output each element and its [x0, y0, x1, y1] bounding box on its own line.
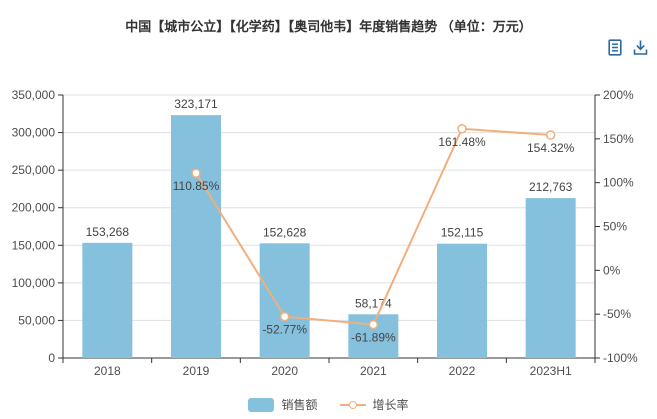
line-swatch-marker-icon	[348, 400, 357, 409]
growth-line-marker[interactable]	[368, 319, 379, 330]
legend-item-sales[interactable]: 销售额	[248, 396, 318, 413]
growth-line-marker[interactable]	[279, 311, 290, 322]
right-axis-tick-label: 200%	[603, 88, 634, 102]
toolbox	[607, 38, 649, 57]
bar-value-label: 323,171	[174, 97, 218, 111]
left-axis-tick-label: 100,000	[12, 276, 56, 290]
x-axis-category-label: 2018	[94, 364, 121, 378]
sales-bar[interactable]	[259, 243, 310, 358]
x-axis-category-label: 2021	[360, 364, 387, 378]
line-value-label: 110.85%	[173, 179, 220, 193]
bar-value-label: 212,763	[529, 180, 573, 194]
data-view-icon[interactable]	[607, 38, 623, 57]
bar-value-label: 58,174	[355, 296, 392, 310]
x-axis-category-label: 2023H1	[530, 364, 572, 378]
growth-line-marker[interactable]	[191, 168, 201, 178]
line-value-label: 161.48%	[438, 135, 486, 149]
right-axis-tick-label: 50%	[603, 220, 627, 234]
legend-label-growth: 增长率	[372, 398, 409, 412]
growth-line[interactable]	[195, 127, 551, 326]
growth-line-marker[interactable]	[457, 124, 467, 134]
x-axis-category-label: 2019	[183, 364, 210, 378]
left-axis-tick-label: 50,000	[18, 313, 55, 327]
left-axis-tick-label: 0	[48, 351, 55, 365]
left-axis-tick-label: 200,000	[12, 201, 56, 215]
right-axis-tick-label: -50%	[603, 307, 631, 321]
chart-legend: 销售额 增长率	[0, 396, 657, 413]
line-value-label: -61.89%	[351, 331, 396, 345]
left-axis-tick-label: 250,000	[12, 163, 56, 177]
growth-line-marker[interactable]	[545, 130, 556, 140]
left-axis-tick-label: 350,000	[12, 88, 56, 102]
sales-bar[interactable]	[525, 198, 576, 358]
right-axis-tick-label: 100%	[603, 176, 634, 190]
left-axis-tick-label: 150,000	[12, 238, 56, 252]
line-swatch-icon	[339, 400, 366, 409]
line-value-label: -52.77%	[262, 323, 307, 337]
x-axis-category-label: 2020	[271, 364, 298, 378]
right-axis-tick-label: -100%	[603, 351, 638, 365]
chart-title: 中国【城市公立】【化学药】【奥司他韦】年度销售趋势 （单位：万元）	[125, 19, 532, 34]
right-axis-tick-label: 150%	[603, 132, 634, 146]
x-axis-category-label: 2022	[449, 364, 476, 378]
sales-bar[interactable]	[171, 115, 221, 358]
sales-bar[interactable]	[437, 243, 487, 358]
bar-value-label: 153,268	[86, 225, 130, 239]
bar-value-label: 152,115	[441, 226, 484, 240]
sales-bar[interactable]	[82, 242, 133, 358]
legend-label-sales: 销售额	[281, 398, 318, 412]
bar-swatch-icon	[248, 397, 275, 412]
right-axis-tick-label: 0%	[603, 263, 621, 277]
bar-value-label: 152,628	[263, 225, 307, 239]
line-value-label: 154.32%	[527, 141, 575, 155]
left-axis-tick-label: 300,000	[12, 126, 56, 140]
download-icon[interactable]	[632, 38, 649, 57]
legend-item-growth[interactable]: 增长率	[339, 396, 409, 413]
